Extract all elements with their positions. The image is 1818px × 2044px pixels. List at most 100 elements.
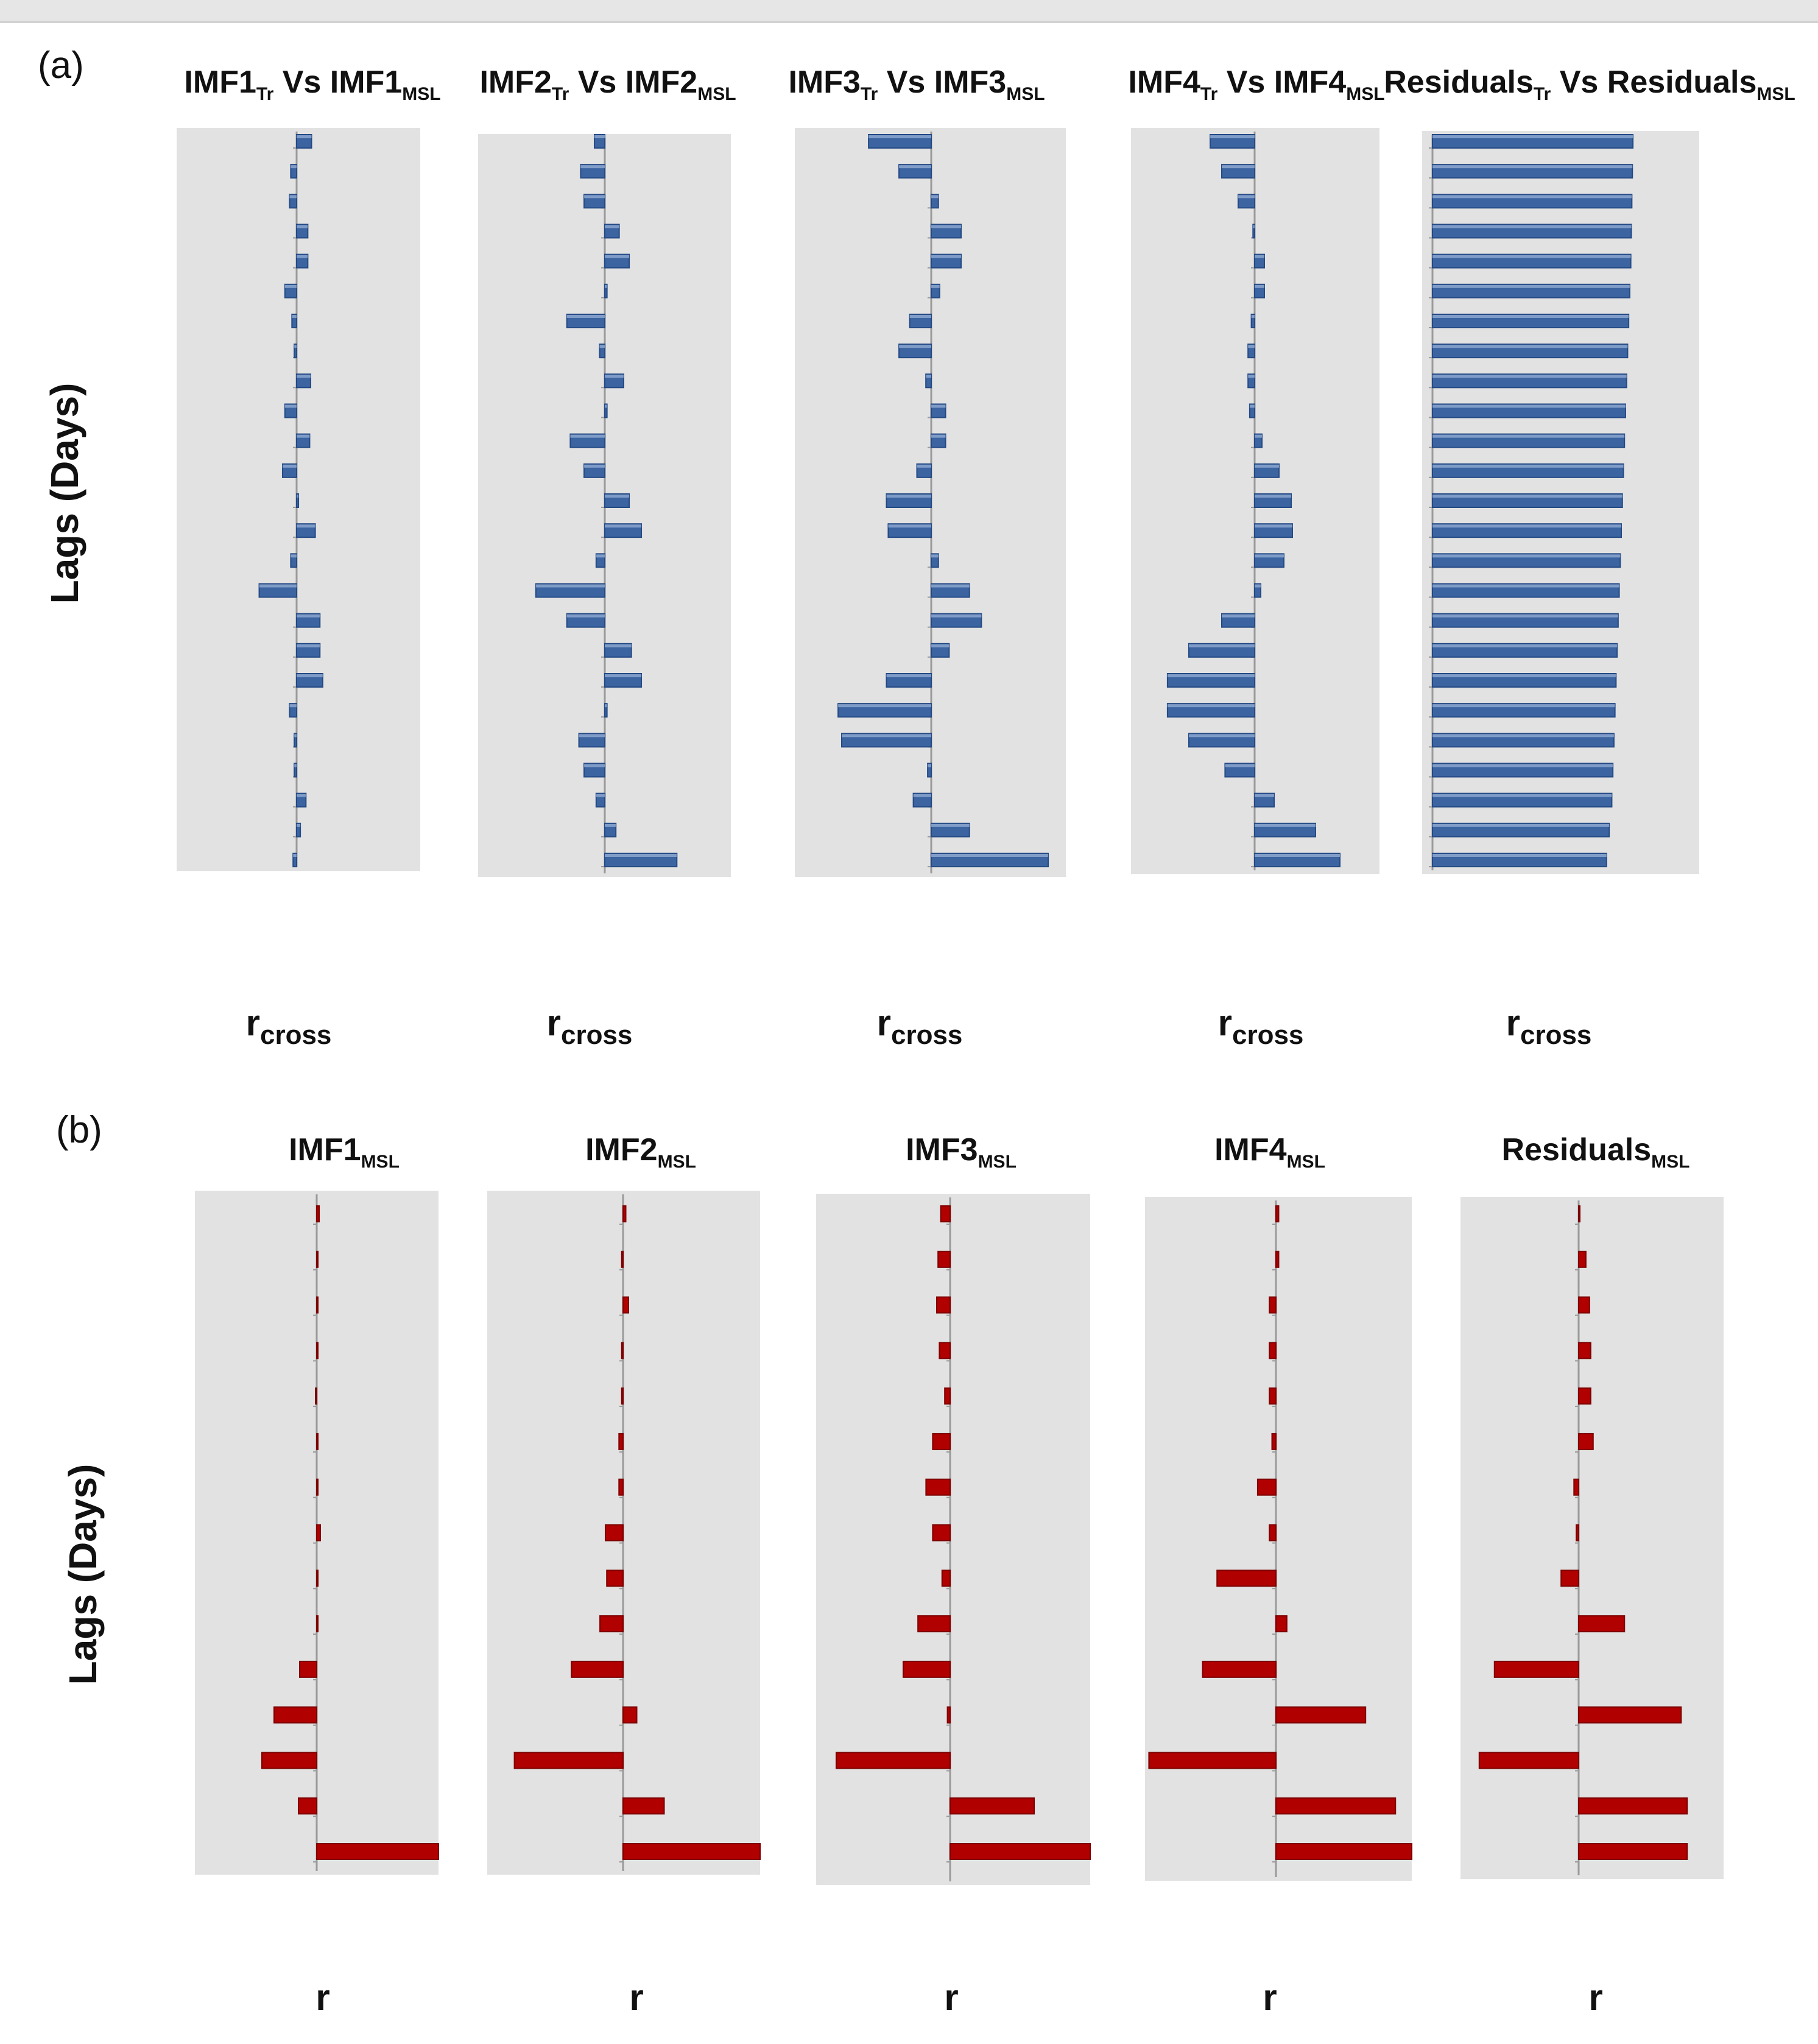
- bar: [925, 1478, 951, 1496]
- bar: [1275, 1843, 1412, 1860]
- bar-highlight: [584, 195, 605, 199]
- title-part: r: [246, 1003, 260, 1043]
- bar: [1247, 373, 1255, 389]
- subplot-title: IMF1Tr Vs IMF1MSL: [184, 65, 440, 104]
- bar-highlight: [1255, 255, 1264, 258]
- x-axis-label: rcross: [1506, 1003, 1592, 1050]
- bar: [937, 1250, 951, 1268]
- x-axis-label: rcross: [1218, 1003, 1304, 1050]
- title-part: r: [1218, 1003, 1232, 1043]
- title-part: MSL: [978, 1152, 1016, 1172]
- bar-highlight: [297, 823, 301, 827]
- bar-highlight: [294, 764, 297, 767]
- bar: [599, 1615, 624, 1633]
- bar: [1573, 1478, 1580, 1496]
- bar-highlight: [931, 225, 961, 228]
- x-axis-label: r: [315, 1977, 329, 2018]
- bar: [1578, 1387, 1591, 1405]
- bar-highlight: [838, 704, 931, 708]
- bar: [1252, 224, 1256, 239]
- title-part: IMF1: [184, 65, 256, 100]
- bar: [292, 853, 297, 867]
- bar: [294, 344, 298, 359]
- bar: [940, 1205, 951, 1222]
- title-part: MSL: [1346, 84, 1384, 104]
- x-axis-label: r: [1263, 1977, 1277, 2018]
- title-part: r: [547, 1003, 561, 1043]
- bar-highlight: [1432, 404, 1626, 408]
- bar: [1275, 1615, 1288, 1633]
- panel-b-y-axis-label: Lags (Days): [61, 1464, 105, 1685]
- subplot-a-3: IMF3Tr Vs IMF3MSL rcross: [788, 65, 1066, 1050]
- bar: [622, 1296, 629, 1314]
- bar: [1254, 583, 1261, 598]
- bar-highlight: [284, 404, 297, 408]
- bar-highlight: [1432, 255, 1631, 258]
- bar: [316, 1843, 439, 1860]
- bar: [299, 1660, 317, 1678]
- bar: [605, 1524, 624, 1542]
- bar: [315, 1387, 317, 1405]
- subplot-title: IMF3Tr Vs IMF3MSL: [788, 65, 1045, 104]
- bar: [1493, 1660, 1580, 1678]
- bar: [289, 194, 298, 209]
- bar-highlight: [1255, 854, 1340, 857]
- bar-highlight: [1432, 764, 1613, 767]
- subplot-a-4: IMF4Tr Vs IMF4MSL rcross: [1128, 65, 1384, 1050]
- plot-area: [816, 1194, 1090, 1885]
- panel-b: IMF1MSLrIMF2MSLrIMF3MSLrIMF4MSLrResidual…: [195, 1132, 1724, 2018]
- bar-highlight: [596, 554, 605, 558]
- bar-highlight: [899, 165, 931, 169]
- bar: [294, 763, 298, 778]
- title-part: cross: [1232, 1020, 1303, 1050]
- subplot-title: IMF4Tr Vs IMF4MSL: [1128, 65, 1384, 104]
- bar: [599, 344, 606, 359]
- bar-highlight: [297, 674, 323, 677]
- bar: [261, 1752, 317, 1769]
- bar-highlight: [594, 135, 605, 138]
- bar: [1250, 314, 1256, 328]
- bar-highlight: [297, 495, 299, 498]
- bar: [950, 1843, 1091, 1860]
- title-part: MSL: [697, 84, 736, 104]
- bar-highlight: [1255, 584, 1261, 588]
- title-part: r: [1588, 1977, 1602, 2018]
- bar-highlight: [297, 614, 320, 618]
- panel-a-label: (a): [38, 44, 84, 86]
- bar: [622, 1843, 761, 1860]
- bar-highlight: [294, 734, 297, 738]
- title-part: r: [315, 1977, 329, 2018]
- bar-highlight: [868, 135, 931, 138]
- subplot-a-5: ResidualsTr Vs ResidualsMSL rcross: [1384, 65, 1795, 1050]
- title-part: MSL: [361, 1152, 400, 1172]
- bar: [604, 403, 608, 418]
- bar: [621, 1342, 624, 1359]
- title-part: IMF3: [906, 1132, 978, 1168]
- bar-highlight: [1432, 734, 1614, 738]
- bar-highlight: [931, 584, 970, 588]
- bar-highlight: [931, 404, 946, 408]
- subplot-title: IMF2MSL: [585, 1132, 696, 1172]
- bar-highlight: [1432, 434, 1625, 438]
- bar: [1578, 1615, 1626, 1633]
- bar-highlight: [931, 195, 939, 199]
- x-axis-label: r: [944, 1977, 958, 2018]
- title-part: Tr: [861, 84, 878, 104]
- bar: [944, 1387, 951, 1405]
- bar-highlight: [297, 255, 308, 258]
- bar: [294, 733, 298, 748]
- title-part: IMF1: [289, 1132, 361, 1168]
- bar: [316, 1478, 319, 1496]
- bar-highlight: [1251, 315, 1255, 318]
- bar-highlight: [605, 284, 607, 288]
- bar-highlight: [1432, 345, 1628, 348]
- bar-highlight: [1432, 195, 1632, 199]
- bar: [621, 1387, 624, 1405]
- bar: [291, 314, 298, 328]
- bar: [316, 1296, 319, 1314]
- bar: [1148, 1752, 1277, 1769]
- bar: [1271, 1433, 1277, 1450]
- title-part: MSL: [1756, 84, 1795, 104]
- bar: [1249, 403, 1255, 418]
